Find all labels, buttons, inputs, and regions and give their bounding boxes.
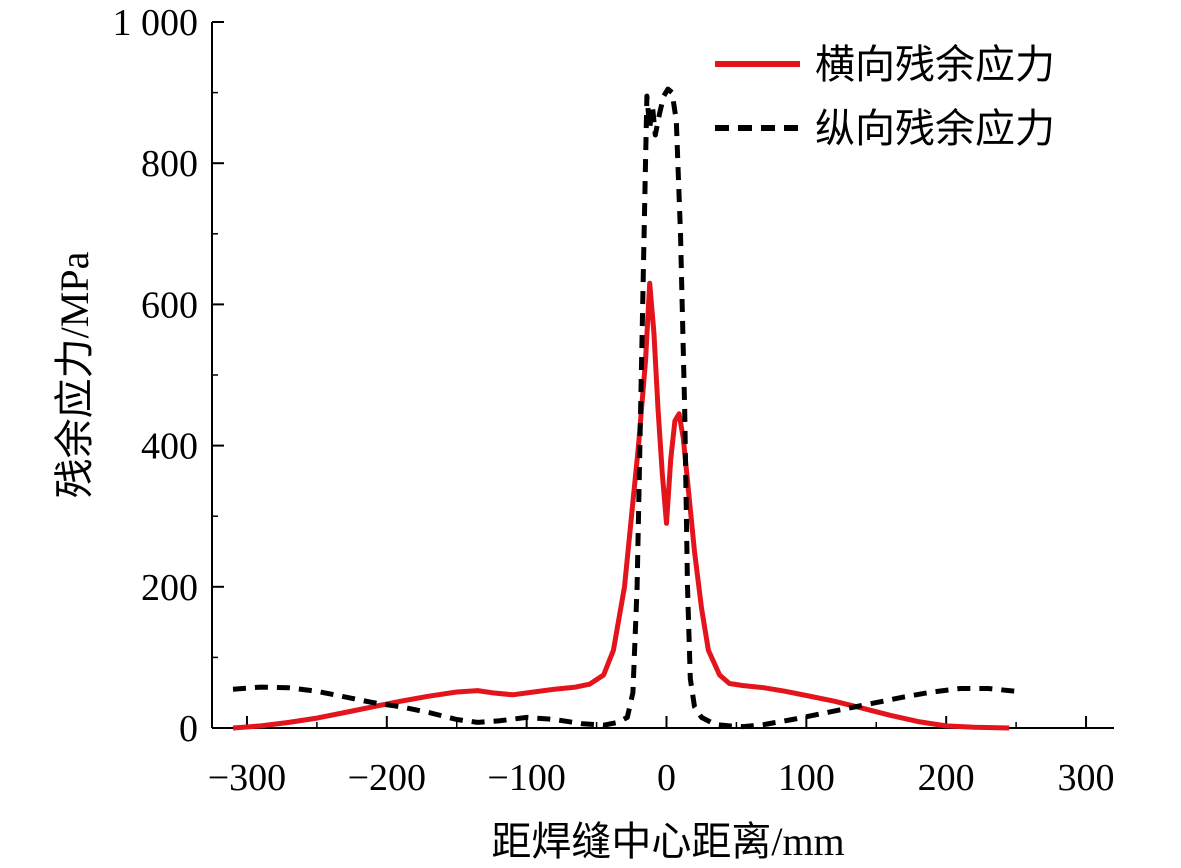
x-tick-label: 200 (918, 757, 975, 799)
y-tick-label: 0 (179, 708, 198, 750)
y-tick-label: 400 (141, 426, 198, 468)
x-tick-label: −200 (348, 757, 426, 799)
y-tick-label: 600 (141, 284, 198, 326)
legend-label-longitudinal: 纵向残余应力 (815, 106, 1055, 151)
y-tick-label: 1 000 (113, 2, 199, 44)
series-longitudinal (233, 89, 1016, 727)
series-layer (233, 89, 1016, 728)
x-tick-label: −100 (487, 757, 565, 799)
y-tick-label: 200 (141, 567, 198, 609)
legend: 横向残余应力 纵向残余应力 (715, 42, 1055, 151)
x-tick-label: 0 (657, 757, 676, 799)
x-tick-label: −300 (208, 757, 286, 799)
x-tick-label: 300 (1058, 757, 1115, 799)
y-axis-label: 残余应力/MPa (52, 251, 97, 498)
series-transverse (233, 283, 1009, 728)
y-tick-label: 800 (141, 143, 198, 185)
x-tick-label: 100 (778, 757, 835, 799)
legend-label-transverse: 横向残余应力 (815, 42, 1055, 87)
x-axis-label: 距焊缝中心距离/mm (491, 819, 844, 864)
